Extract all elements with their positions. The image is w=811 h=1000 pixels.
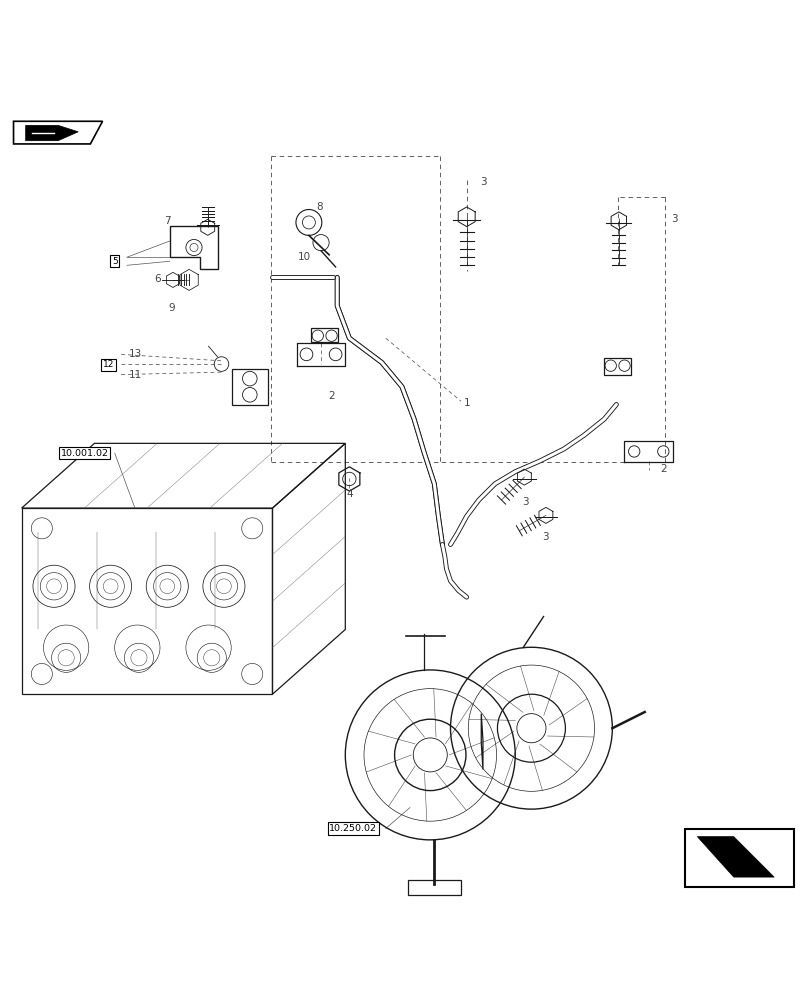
Polygon shape <box>26 125 78 141</box>
Text: 3: 3 <box>480 177 487 187</box>
Polygon shape <box>697 837 773 877</box>
Text: 2: 2 <box>328 391 334 401</box>
Text: 13: 13 <box>129 349 142 359</box>
Text: 6: 6 <box>154 274 161 284</box>
Text: 10.250.02: 10.250.02 <box>329 824 377 833</box>
Text: 2: 2 <box>659 464 666 474</box>
Text: 10.001.02: 10.001.02 <box>61 449 109 458</box>
Text: 3: 3 <box>541 532 547 542</box>
Text: 4: 4 <box>345 489 352 499</box>
Text: 11: 11 <box>129 370 142 380</box>
Text: 3: 3 <box>521 497 529 507</box>
Text: 5: 5 <box>112 257 118 266</box>
Text: 9: 9 <box>168 303 174 313</box>
Text: 8: 8 <box>315 202 322 212</box>
Text: 3: 3 <box>671 214 677 224</box>
Text: 10: 10 <box>298 252 311 262</box>
Text: 12: 12 <box>102 360 114 369</box>
Text: 1: 1 <box>463 398 470 408</box>
Text: 7: 7 <box>164 216 170 226</box>
